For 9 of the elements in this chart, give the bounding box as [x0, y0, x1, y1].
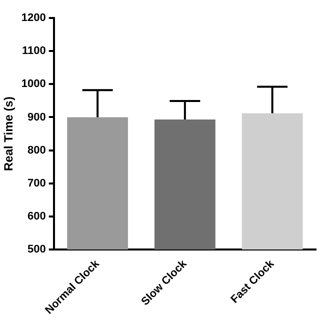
y-tick-label: 600 — [28, 210, 46, 222]
y-tick-label: 900 — [28, 111, 46, 124]
y-axis-title: Real Time (s) — [2, 96, 16, 172]
y-tick-label: 700 — [28, 177, 46, 190]
y-tick-label: 500 — [28, 244, 46, 256]
y-tick-label: 1000 — [21, 78, 46, 90]
y-tick-label: 1200 — [21, 12, 46, 24]
y-tick-label: 1100 — [22, 45, 46, 58]
y-tick-label: 800 — [28, 144, 46, 156]
